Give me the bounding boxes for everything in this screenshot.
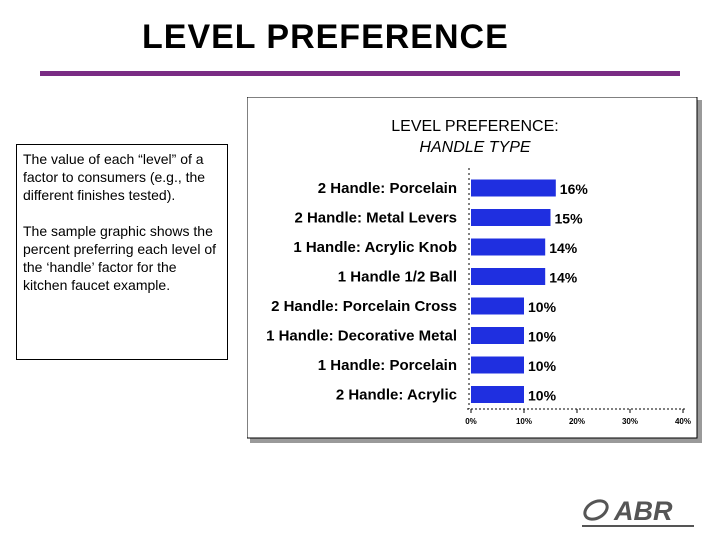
description-paragraph-1: The value of each “level” of a factor to… — [23, 151, 206, 203]
category-label: 1 Handle: Porcelain — [318, 357, 457, 374]
bar — [471, 209, 551, 226]
x-tick-label: 10% — [516, 417, 532, 426]
bar — [471, 356, 524, 374]
title-underline — [40, 71, 680, 76]
bar — [471, 238, 546, 256]
value-label: 10% — [528, 358, 557, 374]
bar-chart: LEVEL PREFERENCE: HANDLE TYPE 2 Handle: … — [247, 97, 702, 443]
category-label: 2 Handle: Acrylic — [336, 387, 457, 404]
logo-underline — [582, 525, 694, 527]
chart-title: LEVEL PREFERENCE: — [391, 118, 558, 135]
chart-subtitle: HANDLE TYPE — [419, 139, 530, 156]
value-label: 15% — [555, 211, 584, 227]
category-label: 2 Handle: Porcelain — [318, 180, 457, 197]
category-label: 1 Handle: Acrylic Knob — [293, 239, 457, 256]
description-paragraph-2: The sample graphic shows the percent pre… — [23, 223, 216, 293]
value-label: 14% — [549, 240, 578, 256]
bar — [471, 386, 524, 403]
x-tick-label: 0% — [465, 417, 477, 426]
plot-area: 2 Handle: Porcelain 16% 2 Handle: Metal Le… — [266, 168, 691, 426]
category-label: 1 Handle 1/2 Ball — [338, 269, 457, 286]
abr-logo: ABR — [582, 494, 700, 528]
x-tick-label: 20% — [569, 417, 585, 426]
bar — [471, 297, 524, 315]
slide-title: LEVEL PREFERENCE — [142, 18, 509, 56]
description-textbox: The value of each “level” of a factor to… — [16, 144, 228, 360]
value-label: 10% — [528, 388, 557, 404]
x-tick-label: 40% — [675, 417, 691, 426]
logo-text: ABR — [613, 496, 673, 526]
value-label: 10% — [528, 299, 557, 315]
value-label: 14% — [549, 270, 578, 286]
bar — [471, 179, 556, 197]
category-label: 2 Handle: Porcelain Cross — [271, 298, 457, 315]
category-label: 2 Handle: Metal Levers — [294, 210, 457, 227]
value-label: 16% — [560, 181, 589, 197]
chart-frame: LEVEL PREFERENCE: HANDLE TYPE 2 Handle: … — [247, 97, 702, 443]
logo-swirl-icon — [583, 499, 609, 521]
value-label: 10% — [528, 329, 557, 345]
bar — [471, 268, 546, 285]
x-tick-label: 30% — [622, 417, 638, 426]
chart-frame-border — [247, 97, 698, 439]
bar — [471, 327, 524, 344]
category-label: 1 Handle: Decorative Metal — [266, 328, 457, 345]
